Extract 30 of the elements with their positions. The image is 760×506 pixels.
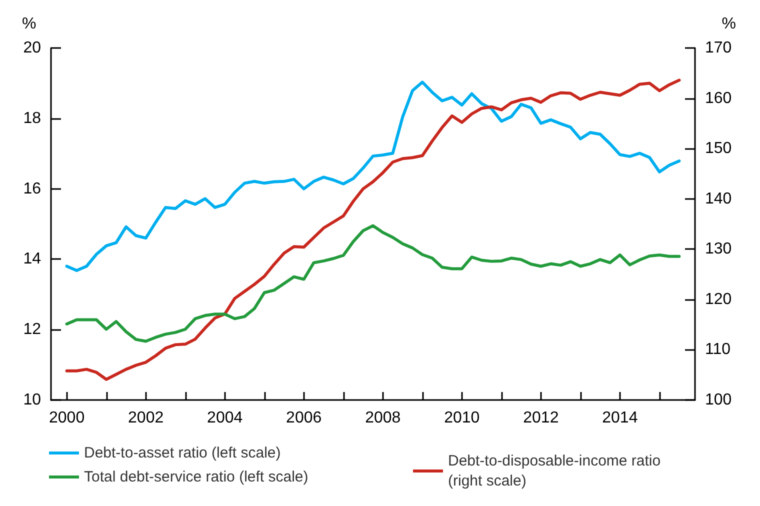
- line-series: [65, 80, 681, 272]
- y-tick-label: 16: [23, 180, 42, 198]
- line-series: [65, 224, 681, 343]
- y-tick-label: 18: [23, 110, 42, 127]
- x-tick-label: 2006: [286, 410, 322, 426]
- y2-tick-label: 160: [705, 90, 732, 107]
- legend-label: Debt-to-disposable-income ratio (right scale): [448, 452, 665, 490]
- x-tick-label: 2004: [207, 410, 243, 426]
- y2-tick-label: 150: [705, 140, 732, 158]
- y2-tick-label: 130: [705, 240, 732, 258]
- y2-tick-label: 170: [705, 40, 732, 56]
- y2-axis-title: %: [722, 16, 736, 32]
- y-tick-label: 20: [23, 40, 42, 56]
- legend-label: Debt-to-asset ratio (left scale): [84, 444, 281, 462]
- x-tick-label: 2014: [602, 410, 638, 426]
- y-tick-label: 10: [23, 392, 42, 408]
- line-series: [65, 78, 681, 381]
- legend-label: Total debt-service ratio (left scale): [84, 468, 308, 486]
- y-tick-label: 14: [23, 250, 42, 268]
- y2-tick-label: 120: [705, 290, 732, 308]
- y-tick-label: 12: [23, 321, 42, 338]
- y-axis-title: %: [22, 16, 36, 32]
- x-tick-label: 2012: [523, 410, 559, 426]
- y2-tick-label: 140: [705, 190, 732, 208]
- y2-tick-label: 110: [705, 341, 731, 358]
- x-tick-label: 2002: [128, 410, 164, 426]
- y2-tick-label: 100: [705, 392, 732, 408]
- x-tick-label: 2010: [444, 410, 480, 426]
- x-tick-label: 2000: [49, 410, 85, 426]
- x-tick-label: 2008: [365, 410, 401, 426]
